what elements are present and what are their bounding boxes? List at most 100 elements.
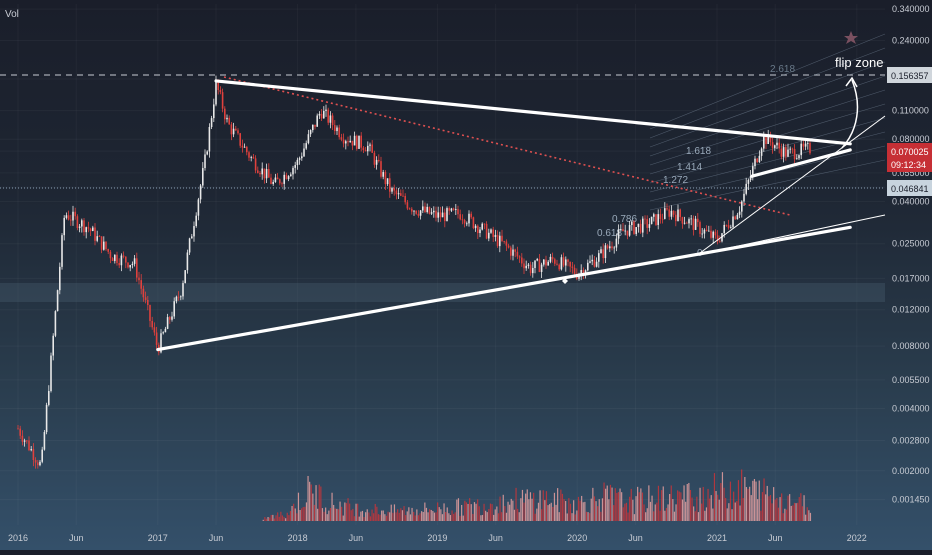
candle-body	[215, 80, 217, 105]
volume-bar	[339, 501, 341, 521]
candle-body	[483, 223, 486, 225]
candle-body	[305, 143, 307, 149]
candle-body	[444, 212, 446, 222]
candle-body	[624, 230, 626, 232]
candle-body	[450, 208, 453, 211]
volume-bar	[294, 508, 296, 521]
volume-bar	[758, 480, 760, 521]
x-tick-label: Jun	[69, 533, 84, 543]
volume-bar	[745, 487, 748, 521]
volume-bar	[726, 508, 728, 521]
volume-bar	[433, 512, 436, 521]
volume-bar	[798, 497, 800, 521]
candle-body	[290, 174, 292, 177]
candle-body	[389, 178, 391, 192]
candle-body	[606, 245, 609, 249]
candle-body	[65, 215, 68, 218]
volume-bar	[678, 491, 680, 521]
candle-body	[92, 227, 94, 232]
candle-body	[296, 159, 299, 166]
candle-body	[736, 214, 739, 220]
candle-body	[378, 159, 380, 162]
candle-body	[637, 223, 640, 228]
volume-bar	[526, 489, 528, 521]
volume-bar	[670, 485, 672, 521]
volume-bar	[801, 506, 804, 521]
volume-bar	[653, 511, 655, 521]
y-tick-label: 0.012000	[892, 305, 930, 315]
fib-fan-line	[649, 117, 886, 184]
volume-bar	[531, 498, 533, 521]
candle-body	[633, 221, 635, 234]
volume-bar	[790, 505, 792, 521]
volume-bar	[485, 510, 487, 521]
lower-trendline	[699, 214, 886, 255]
volume-bar	[470, 504, 472, 521]
volume-bar	[345, 503, 348, 521]
x-tick-label: 2020	[567, 533, 587, 543]
candle-body	[56, 290, 59, 312]
candle-body	[298, 158, 301, 160]
volume-bar	[525, 493, 527, 521]
candle-body	[591, 259, 593, 262]
candle-body	[551, 256, 554, 260]
fib-fan-line	[649, 61, 886, 148]
volume-bar	[400, 508, 402, 521]
candle-body	[758, 155, 761, 163]
volume-bar	[302, 506, 304, 521]
volume-bar	[717, 494, 719, 521]
volume-bar	[333, 504, 335, 521]
volume-bar	[565, 500, 567, 521]
volume-bar	[310, 484, 312, 521]
volume-bar	[643, 504, 645, 521]
candle-body	[279, 179, 281, 184]
candle-body	[87, 227, 90, 229]
candle-body	[457, 209, 459, 215]
volume-bar	[467, 503, 469, 521]
volume-bar	[505, 512, 508, 521]
volume-bar	[800, 493, 802, 521]
candle-body	[661, 218, 664, 220]
volume-bar	[435, 512, 437, 521]
x-tick-label: 2016	[8, 533, 28, 543]
volume-bar	[285, 518, 287, 521]
candle-body	[628, 225, 631, 236]
volume-bar	[705, 507, 708, 521]
volume-bar	[547, 505, 549, 521]
volume-bar	[806, 507, 808, 521]
volume-bar	[561, 493, 564, 521]
volume-bar	[409, 514, 412, 521]
candle-body	[589, 261, 591, 263]
x-tick-label: 2018	[288, 533, 308, 543]
candle-body	[714, 231, 717, 236]
volume-bar	[750, 495, 752, 521]
volume-bar	[309, 481, 311, 521]
candle-body	[63, 217, 65, 236]
candle-body	[809, 142, 811, 154]
candle-body	[281, 183, 283, 185]
volume-bar	[272, 514, 274, 521]
candle-body	[796, 158, 798, 160]
candle-body	[782, 147, 785, 157]
candle-body	[477, 225, 479, 234]
candle-body	[496, 234, 499, 247]
y-tick-label: 0.025000	[892, 239, 930, 249]
candle-body	[184, 270, 186, 284]
volume-bar	[616, 492, 618, 521]
volume-bar	[624, 503, 626, 521]
volume-bar	[347, 498, 349, 521]
volume-bar	[510, 498, 512, 521]
volume-bar	[809, 512, 812, 521]
candle-body	[534, 260, 536, 268]
volume-bars	[262, 469, 812, 521]
candle-body	[111, 258, 114, 261]
volume-bar	[267, 516, 269, 521]
candle-body	[224, 108, 226, 120]
volume-bar	[779, 497, 781, 521]
volume-bar	[589, 513, 591, 521]
candle-body	[536, 259, 538, 261]
volume-bar	[408, 507, 410, 521]
